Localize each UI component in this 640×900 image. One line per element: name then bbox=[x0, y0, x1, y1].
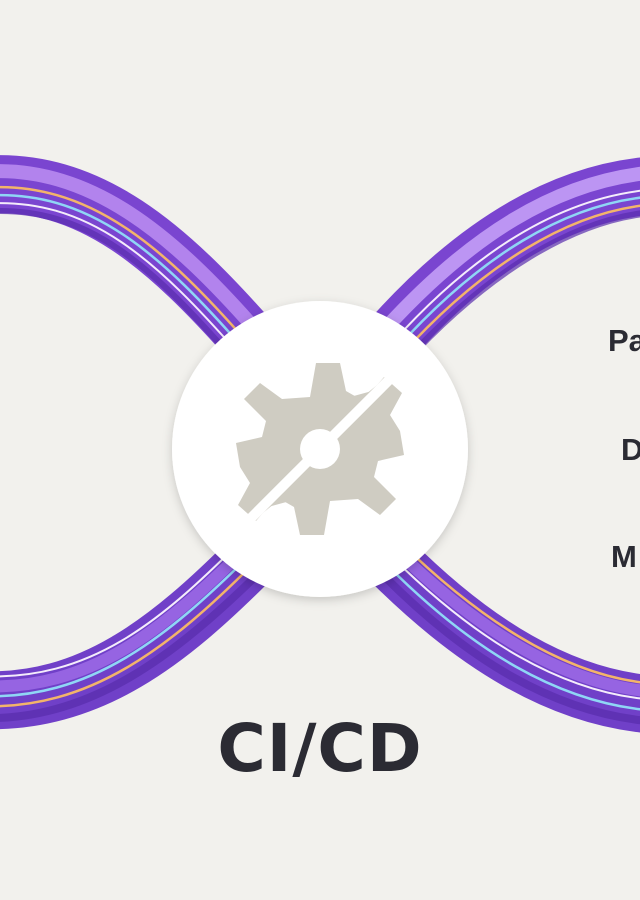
side-label-2: D bbox=[621, 432, 640, 467]
side-label-1: Pa bbox=[608, 323, 640, 358]
loop-band-left-lower bbox=[0, 539, 271, 730]
side-label-3: M bbox=[611, 539, 637, 574]
loop-band-right-lower bbox=[369, 539, 640, 733]
diagram-title: CI/CD bbox=[217, 710, 423, 787]
loop-band-left-upper bbox=[0, 155, 272, 364]
loop-band-right-upper bbox=[368, 157, 640, 366]
gears-icon bbox=[220, 349, 420, 549]
